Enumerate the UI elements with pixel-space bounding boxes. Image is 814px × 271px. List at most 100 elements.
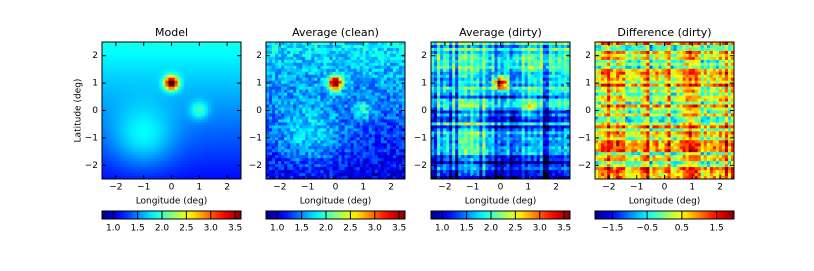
heatmap-cell xyxy=(342,48,345,51)
x-axis-label: Longitude (deg) xyxy=(136,197,208,207)
heatmap-cell xyxy=(178,84,181,87)
heatmap-cell xyxy=(284,119,287,122)
heatmap-cell xyxy=(229,137,232,140)
heatmap-cell xyxy=(181,60,184,63)
heatmap-cell xyxy=(168,84,171,87)
heatmap-cell xyxy=(208,119,211,122)
heatmap-cell xyxy=(537,75,540,78)
heatmap-cell xyxy=(108,75,111,78)
heatmap-cell xyxy=(284,60,287,63)
heatmap-cell xyxy=(181,66,184,69)
heatmap-cell xyxy=(345,161,348,164)
heatmap-cell xyxy=(320,78,323,81)
heatmap-cell xyxy=(390,90,393,93)
heatmap-cell xyxy=(105,45,108,48)
heatmap-cell xyxy=(332,99,335,102)
heatmap-cell xyxy=(123,72,126,75)
heatmap-cell xyxy=(208,128,211,131)
heatmap-cell xyxy=(513,66,516,69)
heatmap-cell xyxy=(387,152,390,155)
heatmap-cell xyxy=(299,128,302,131)
heatmap-cell xyxy=(332,66,335,69)
heatmap-cell xyxy=(229,125,232,128)
heatmap-cell xyxy=(345,96,348,99)
heatmap-cell xyxy=(354,128,357,131)
heatmap-cell xyxy=(305,69,308,72)
heatmap-cell xyxy=(348,116,351,119)
heatmap-cell xyxy=(314,93,317,96)
heatmap-cell xyxy=(117,134,120,137)
heatmap-cell xyxy=(449,78,452,81)
heatmap-cell xyxy=(272,131,275,134)
heatmap-cell xyxy=(323,161,326,164)
heatmap-cell xyxy=(117,99,120,102)
heatmap-cell xyxy=(375,102,378,105)
heatmap-cell xyxy=(390,170,393,173)
heatmap-cell xyxy=(126,75,129,78)
heatmap-cell xyxy=(366,51,369,54)
heatmap-cell xyxy=(476,45,479,48)
heatmap-cell xyxy=(302,146,305,149)
heatmap-cell xyxy=(232,149,235,152)
heatmap-cell xyxy=(135,125,138,128)
heatmap-cell xyxy=(323,122,326,125)
heatmap-cell xyxy=(126,134,129,137)
heatmap-cell xyxy=(317,84,320,87)
heatmap-cell xyxy=(308,128,311,131)
heatmap-cell xyxy=(138,51,141,54)
heatmap-cell xyxy=(378,90,381,93)
heatmap-cell xyxy=(108,54,111,57)
heatmap-cell xyxy=(525,78,528,81)
heatmap-cell xyxy=(117,90,120,93)
heatmap-cell xyxy=(211,90,214,93)
heatmap-cell xyxy=(369,96,372,99)
heatmap-cell xyxy=(384,149,387,152)
heatmap-cell xyxy=(138,60,141,63)
heatmap-cell xyxy=(120,96,123,99)
heatmap-cell xyxy=(378,173,381,176)
heatmap-cell xyxy=(290,105,293,108)
heatmap-cell xyxy=(290,122,293,125)
heatmap-cell xyxy=(272,42,275,45)
heatmap-cell xyxy=(339,72,342,75)
heatmap-cell xyxy=(175,131,178,134)
heatmap-cell xyxy=(357,155,360,158)
heatmap-cell xyxy=(105,170,108,173)
heatmap-cell xyxy=(162,143,165,146)
heatmap-cell xyxy=(329,99,332,102)
colorbar-tick-label: 3.0 xyxy=(204,224,219,234)
heatmap-cell xyxy=(175,122,178,125)
heatmap-cell xyxy=(372,81,375,84)
heatmap-cell xyxy=(345,122,348,125)
heatmap-cell xyxy=(387,54,390,57)
heatmap-cell xyxy=(494,66,497,69)
heatmap-cell xyxy=(123,137,126,140)
heatmap-cell xyxy=(393,119,396,122)
heatmap-cell xyxy=(187,42,190,45)
heatmap-cell xyxy=(375,99,378,102)
heatmap-cell xyxy=(384,81,387,84)
heatmap-cell xyxy=(132,54,135,57)
heatmap-cell xyxy=(129,143,132,146)
heatmap-cell xyxy=(199,81,202,84)
heatmap-cell xyxy=(190,69,193,72)
heatmap-cell xyxy=(138,161,141,164)
heatmap-cell xyxy=(320,155,323,158)
heatmap-cell xyxy=(168,113,171,116)
heatmap-cell xyxy=(342,60,345,63)
heatmap-cell xyxy=(150,158,153,161)
heatmap-cell xyxy=(516,57,519,60)
heatmap-cell xyxy=(269,111,272,114)
heatmap-cell xyxy=(153,48,156,51)
heatmap-cell xyxy=(105,149,108,152)
heatmap-cell xyxy=(135,84,138,87)
heatmap-cell xyxy=(132,167,135,170)
heatmap-cell xyxy=(305,102,308,105)
heatmap-cell xyxy=(360,158,363,161)
heatmap-cell xyxy=(132,158,135,161)
heatmap-cell xyxy=(138,113,141,116)
heatmap-cell xyxy=(357,158,360,161)
heatmap-cell xyxy=(552,63,555,66)
heatmap-cell xyxy=(162,173,165,176)
heatmap-cell xyxy=(165,75,168,78)
